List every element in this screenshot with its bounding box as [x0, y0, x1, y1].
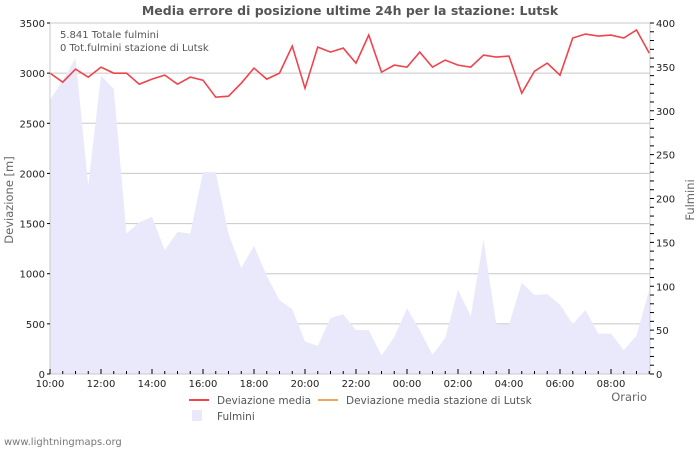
y-tick-label: 3500 — [20, 19, 45, 30]
y2-tick-label: 0 — [656, 370, 662, 381]
y-tick-label: 1500 — [20, 220, 45, 231]
x-tick-label: 12:00 — [87, 379, 116, 390]
legend-item: Fulmini — [192, 410, 255, 423]
x-tick-label: 08:00 — [597, 379, 626, 390]
station-lightning-text: 0 Tot.fulmini stazione di Lutsk — [60, 43, 209, 54]
y-tick-label: 500 — [26, 320, 45, 331]
legend-label: Fulmini — [217, 411, 255, 423]
total-lightning-text: 5.841 Totale fulmini — [60, 30, 159, 41]
y-tick-label: 2000 — [20, 169, 45, 180]
x-tick-label: 22:00 — [342, 379, 371, 390]
footer-credit: www.lightningmaps.org — [4, 437, 122, 448]
lightning-area — [50, 58, 650, 374]
y-tick-label: 3000 — [20, 69, 45, 80]
legend-item: Deviazione media stazione di Lutsk — [318, 395, 533, 407]
x-tick-label: 02:00 — [444, 379, 473, 390]
y-tick-label: 1000 — [20, 270, 45, 281]
x-tick-label: 20:00 — [291, 379, 320, 390]
y2-tick-label: 150 — [656, 238, 675, 249]
legend: Deviazione media Deviazione media stazion… — [189, 395, 533, 423]
y2-tick-label: 400 — [656, 19, 675, 30]
axes: 0 500 1000 1500 2000 2500 3000 3500 0 50 100 150 200… — [20, 19, 676, 390]
y2-tick-label: 200 — [656, 195, 675, 206]
legend-label: Deviazione media stazione di Lutsk — [346, 395, 533, 407]
x-tick-label: 10:00 — [36, 379, 65, 390]
y2-tick-label: 350 — [656, 63, 675, 74]
x-tick-label: 14:00 — [138, 379, 167, 390]
y-axis-title: Deviazione [m] — [2, 156, 16, 243]
x-tick-label: 00:00 — [393, 379, 422, 390]
legend-label: Deviazione media — [217, 395, 311, 407]
x-tick-label: 18:00 — [240, 379, 269, 390]
x-tick-label: 04:00 — [495, 379, 524, 390]
chart-title: Media errore di posizione ultime 24h per… — [141, 3, 559, 18]
x-axis-title: Orario — [611, 390, 647, 404]
y-tick-label: 2500 — [20, 119, 45, 130]
legend-item: Deviazione media — [189, 395, 311, 407]
y2-tick-label: 300 — [656, 107, 675, 118]
y2-axis-title: Fulmini — [683, 179, 697, 220]
x-tick-label: 06:00 — [546, 379, 575, 390]
y2-tick-label: 250 — [656, 151, 675, 162]
legend-area-swatch — [192, 410, 202, 421]
x-tick-label: 16:00 — [189, 379, 218, 390]
deviation-line — [49, 28, 650, 99]
y-tick-label: 0 — [39, 370, 45, 381]
y2-tick-label: 100 — [656, 282, 675, 293]
y2-tick-label: 50 — [656, 326, 669, 337]
